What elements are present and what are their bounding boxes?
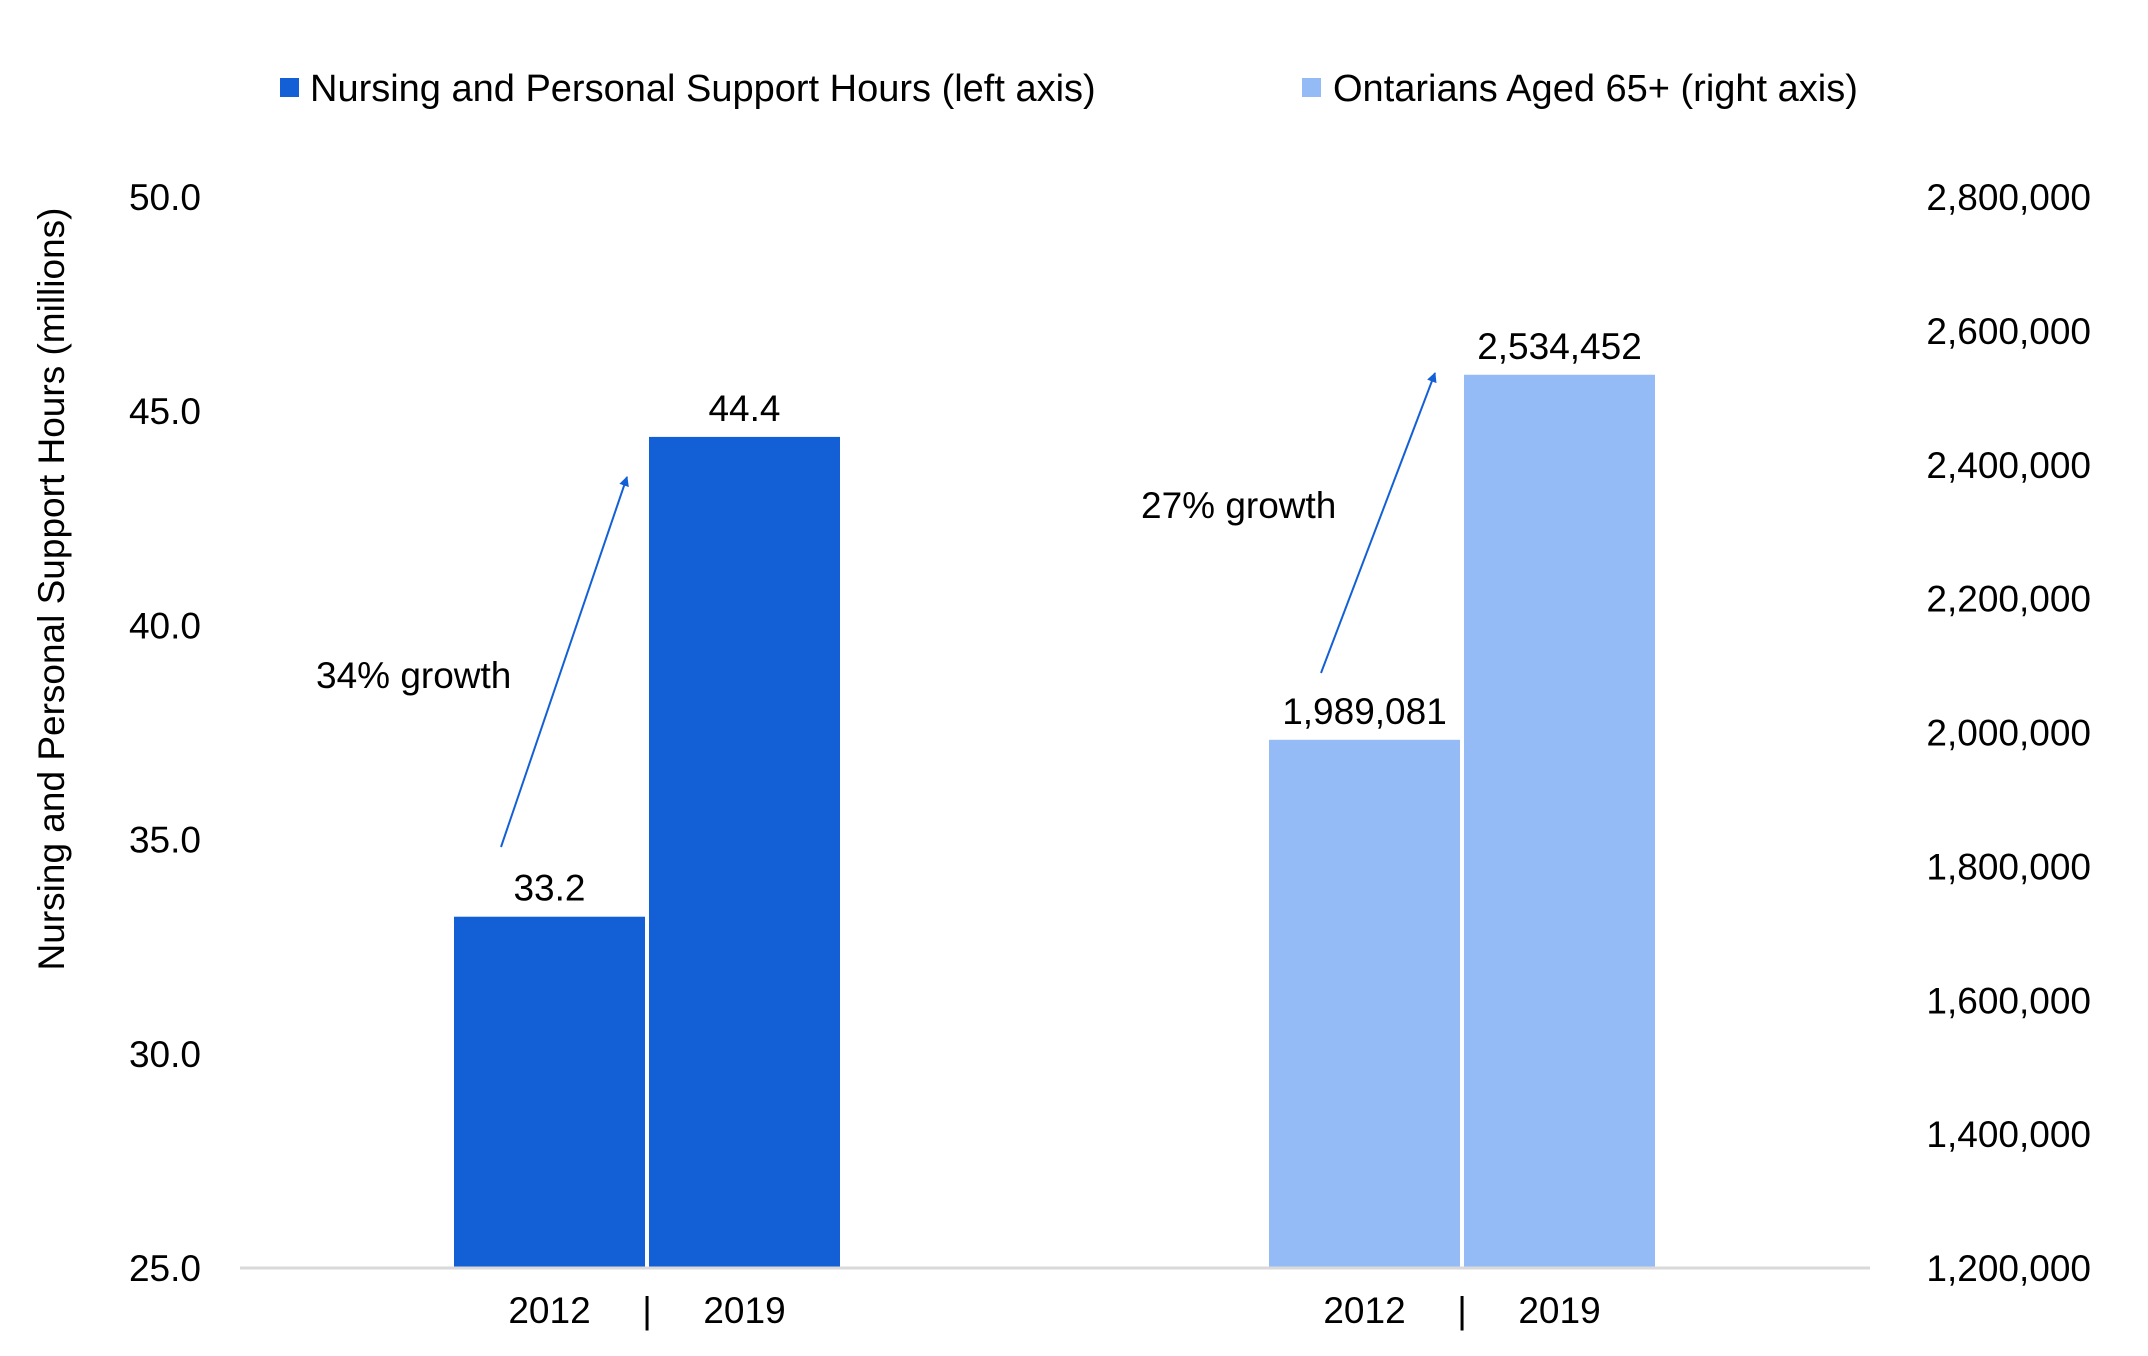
left-tick-label: 40.0: [129, 605, 201, 646]
left-tick-label: 35.0: [129, 820, 201, 861]
right-tick-label: 2,000,000: [1926, 713, 2091, 754]
category-label: 2012: [1323, 1290, 1405, 1331]
right-tick-label: 2,800,000: [1926, 177, 2091, 218]
left-tick-label: 25.0: [129, 1248, 201, 1289]
bars: [454, 374, 1655, 1268]
legend-swatch-seniors: [1302, 78, 1321, 97]
category-label: 2019: [703, 1290, 785, 1331]
legend: Nursing and Personal Support Hours (left…: [280, 68, 1858, 110]
category-separator: |: [1457, 1290, 1467, 1331]
bar-value-label: 33.2: [513, 868, 585, 909]
left-axis-title: Nursing and Personal Support Hours (mill…: [31, 208, 72, 971]
category-labels: 2012 2019 | 2012 2019 |: [508, 1290, 1600, 1331]
category-label: 2019: [1518, 1290, 1600, 1331]
growth-arrow-hours: [500, 476, 629, 848]
growth-label-hours: 34% growth: [316, 655, 511, 696]
legend-label-seniors: Ontarians Aged 65+ (right axis): [1333, 68, 1858, 110]
bar-value-label: 1,989,081: [1282, 691, 1447, 732]
right-tick-label: 2,400,000: [1926, 445, 2091, 486]
bar: [1464, 374, 1655, 1268]
value-labels: 33.2 44.4 1,989,081 2,534,452: [513, 326, 1641, 909]
category-label: 2012: [508, 1290, 590, 1331]
category-separator: |: [642, 1290, 652, 1331]
legend-label-hours: Nursing and Personal Support Hours (left…: [310, 68, 1096, 110]
growth-arrow-seniors: [1320, 372, 1437, 674]
right-tick-label: 1,400,000: [1926, 1114, 2091, 1155]
bar: [649, 436, 840, 1268]
legend-swatch-hours: [280, 78, 299, 97]
bar: [1269, 739, 1460, 1268]
right-tick-label: 2,200,000: [1926, 579, 2091, 620]
right-tick-label: 1,600,000: [1926, 980, 2091, 1021]
left-tick-label: 30.0: [129, 1034, 201, 1075]
right-tick-label: 1,800,000: [1926, 846, 2091, 887]
growth-label-seniors: 27% growth: [1141, 485, 1336, 526]
bar: [454, 916, 645, 1268]
right-tick-label: 2,600,000: [1926, 311, 2091, 352]
left-tick-label: 45.0: [129, 391, 201, 432]
right-tick-label: 1,200,000: [1926, 1248, 2091, 1289]
left-tick-label: 50.0: [129, 177, 201, 218]
bar-value-label: 2,534,452: [1477, 326, 1642, 367]
right-axis-ticks: 1,200,000 1,400,000 1,600,000 1,800,000 2,00…: [1926, 177, 2091, 1289]
left-axis-ticks: 25.0 30.0 35.0 40.0 45.0 50.0: [129, 177, 201, 1289]
bar-value-label: 44.4: [708, 388, 780, 429]
